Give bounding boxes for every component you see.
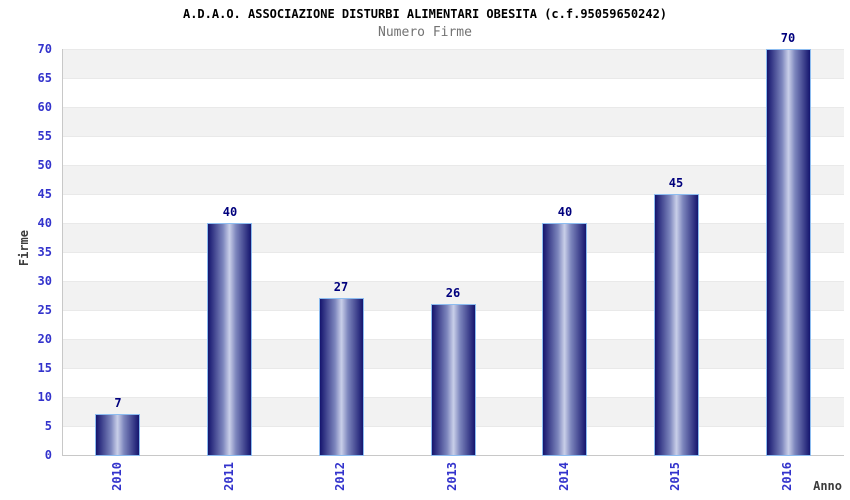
bar bbox=[431, 304, 476, 456]
bar bbox=[207, 223, 252, 456]
x-tick-label: 2016 bbox=[780, 462, 794, 491]
x-tick-label: 2014 bbox=[557, 462, 571, 491]
y-tick-label: 30 bbox=[37, 274, 52, 288]
grid-band bbox=[63, 49, 844, 78]
x-tick-label: 2012 bbox=[333, 462, 347, 491]
bar bbox=[654, 194, 699, 456]
bar-value-label: 70 bbox=[780, 31, 796, 45]
plot-area bbox=[62, 49, 844, 456]
bar bbox=[766, 49, 811, 456]
y-tick-label: 10 bbox=[37, 390, 52, 404]
y-tick-label: 25 bbox=[37, 303, 52, 317]
grid-band bbox=[63, 165, 844, 194]
bar bbox=[542, 223, 587, 456]
bar-value-label: 45 bbox=[668, 176, 684, 190]
grid-band bbox=[63, 107, 844, 136]
bar-value-label: 7 bbox=[114, 396, 122, 410]
grid-band bbox=[63, 136, 844, 165]
bar-value-label: 26 bbox=[445, 286, 461, 300]
y-tick-label: 60 bbox=[37, 100, 52, 114]
y-tick-label: 15 bbox=[37, 361, 52, 375]
bar bbox=[95, 414, 140, 456]
y-tick-label: 55 bbox=[37, 129, 52, 143]
bar-value-label: 40 bbox=[557, 205, 573, 219]
bar bbox=[319, 298, 364, 456]
grid-band bbox=[63, 223, 844, 252]
x-tick-label: 2015 bbox=[668, 462, 682, 491]
y-tick-label: 50 bbox=[37, 158, 52, 172]
x-tick-label: 2011 bbox=[222, 462, 236, 491]
y-tick-label: 45 bbox=[37, 187, 52, 201]
chart-title: A.D.A.O. ASSOCIAZIONE DISTURBI ALIMENTAR… bbox=[182, 7, 668, 21]
grid-band bbox=[63, 252, 844, 281]
y-tick-label: 65 bbox=[37, 71, 52, 85]
y-tick-label: 35 bbox=[37, 245, 52, 259]
x-tick-label: 2010 bbox=[110, 462, 124, 491]
bar-value-label: 40 bbox=[222, 205, 238, 219]
y-tick-label: 70 bbox=[37, 42, 52, 56]
y-tick-label: 20 bbox=[37, 332, 52, 346]
y-tick-label: 5 bbox=[44, 419, 52, 433]
chart-subtitle: Numero Firme bbox=[378, 25, 472, 40]
bar-value-label: 27 bbox=[333, 280, 349, 294]
x-tick-label: 2013 bbox=[445, 462, 459, 491]
grid-band bbox=[63, 78, 844, 107]
y-tick-label: 40 bbox=[37, 216, 52, 230]
grid-band bbox=[63, 194, 844, 223]
y-tick-label: 0 bbox=[44, 448, 52, 462]
x-axis-title: Anno bbox=[813, 479, 842, 493]
